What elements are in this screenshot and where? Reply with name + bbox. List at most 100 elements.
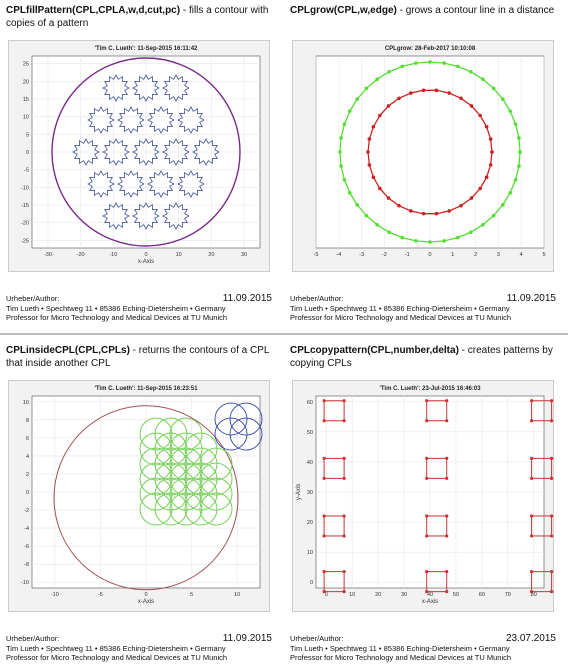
pattern [87,170,115,198]
vertex [338,150,342,154]
pattern [177,170,205,198]
vertex [530,570,534,574]
vertex [447,91,451,95]
vertex [364,213,369,218]
vertex [322,476,326,480]
vertex [400,64,404,69]
vertex [530,590,534,594]
x-tick-label: 70 [505,592,511,598]
pattern [531,515,553,537]
affiliation: Professor for Micro Technology and Medic… [6,313,228,322]
pattern [192,138,220,166]
inside-cpl [199,492,233,526]
x-tick-label: 2 [474,252,477,258]
pattern [531,457,553,479]
description: - creates patterns by copying CPLs [290,345,553,369]
vertex [387,70,391,74]
x-tick-label: 10 [234,592,240,598]
inside-cpl [184,432,218,466]
vertex [484,175,489,180]
inside-cpl [184,477,218,511]
panel: CPLinsideCPL(CPL,CPLs) - returns the con… [0,340,280,670]
vertex [421,211,426,216]
outside-cpl [229,402,263,436]
inside-cpl [199,462,233,496]
y-tick-label: 2 [26,472,29,478]
pattern [102,202,130,230]
y-tick-label: 6 [26,436,29,442]
vertex [445,419,449,423]
function-name: CPLfillPattern(CPL,CPLA,w,d,cut,pc) [6,5,181,16]
x-tick-label: -5 [314,252,319,258]
y-tick-label: 0 [26,490,29,496]
vertex [478,113,482,118]
footer-row: Urheber/Author: 23.07.2015 [290,634,556,644]
figure: 'Tim C. Lueth': 11-Sep-2015 16:23:51 -10 -… [8,380,270,612]
inside-cpl [154,432,188,466]
vertex [386,104,391,108]
x-axis-label: x-Axis [138,259,154,265]
vertex [342,514,346,518]
pattern [102,138,130,166]
vertex [517,164,521,168]
plot-title: 'Tim C. Lueth': 23-Jul-2015 16:46:03 [379,386,481,392]
x-tick-label: 20 [208,252,214,258]
vertex [322,534,326,538]
vertex [378,186,382,191]
inside-cpl [199,447,233,481]
pattern [426,457,448,479]
vertex [445,456,449,460]
inside-cpl [154,477,188,511]
author-label: Urheber/Author: [290,294,344,303]
vertex [428,60,432,64]
x-tick-label: 3 [497,252,500,258]
pattern [177,106,205,134]
footer: Urheber/Author: 23.07.2015 Tim Lueth • Spe… [290,634,556,663]
vertex [550,419,554,423]
y-tick-label: 20 [307,520,313,526]
y-tick-label: 25 [23,62,29,68]
vertex [490,150,494,154]
vertex [342,590,346,594]
y-tick-label: -15 [21,203,29,209]
vertex [469,230,473,234]
author-label: Urheber/Author: [6,294,60,303]
vertex [397,203,401,208]
vertex [342,476,346,480]
inside-cpl [154,417,188,451]
figure: 'Tim C. Lueth': 11-Sep-2015 16:11:42 -30 -… [8,40,270,272]
vertex [366,150,370,154]
plot-content [53,402,263,591]
pattern [147,106,175,134]
pattern [162,202,190,230]
vertex [469,196,474,200]
plot-content [51,57,241,247]
y-tick-label: 4 [26,454,29,460]
pattern [132,138,160,166]
pattern [323,400,345,422]
x-tick-label: 30 [401,592,407,598]
vertex [371,124,376,129]
x-tick-label: 0 [144,592,147,598]
vertex [550,456,554,460]
contour [51,57,241,247]
vertex [434,88,439,93]
vertex [428,240,432,244]
vertex [375,77,379,81]
vertex [517,136,521,140]
vertex [400,235,404,240]
vertex [442,239,446,243]
panel-title: CPLfillPattern(CPL,CPLA,w,d,cut,pc) - fi… [6,4,274,30]
y-tick-label: 10 [307,550,313,556]
y-tick-label: -10 [21,185,29,191]
inside-cpl [139,417,173,451]
vertex [409,91,413,95]
vertex [342,178,347,182]
pattern [426,400,448,422]
x-tick-label: -4 [336,252,341,258]
vertex [459,203,463,208]
pattern [162,74,190,102]
pattern [132,202,160,230]
vertex [550,514,554,518]
footer-row: Urheber/Author: 11.09.2015 [6,634,272,644]
